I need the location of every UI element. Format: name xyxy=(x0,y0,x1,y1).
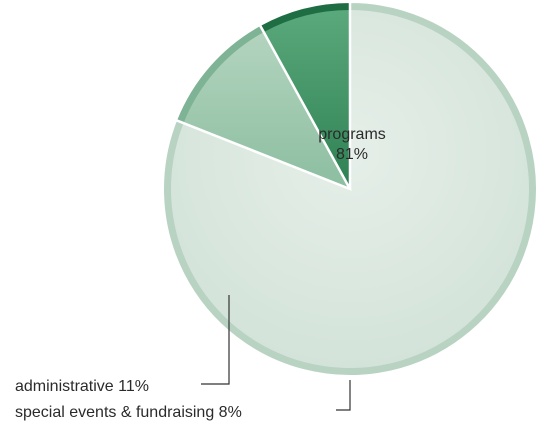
slice-separator xyxy=(258,24,352,190)
leader-lines xyxy=(201,295,351,411)
special-events-label: special events & fundraising 8% xyxy=(15,404,242,421)
administrative-leader-line xyxy=(201,295,230,385)
administrative-label: administrative 11% xyxy=(15,378,149,395)
pie-slices xyxy=(162,0,538,377)
slice-separator xyxy=(175,118,351,191)
special-events-leader-line xyxy=(336,380,351,411)
programs-label: programs xyxy=(318,126,386,143)
programs-percent: 81% xyxy=(336,146,368,163)
special-events-slice xyxy=(263,10,350,189)
pie-labels: programs 81% administrative 11% special … xyxy=(15,126,386,421)
administrative-slice xyxy=(183,32,350,189)
